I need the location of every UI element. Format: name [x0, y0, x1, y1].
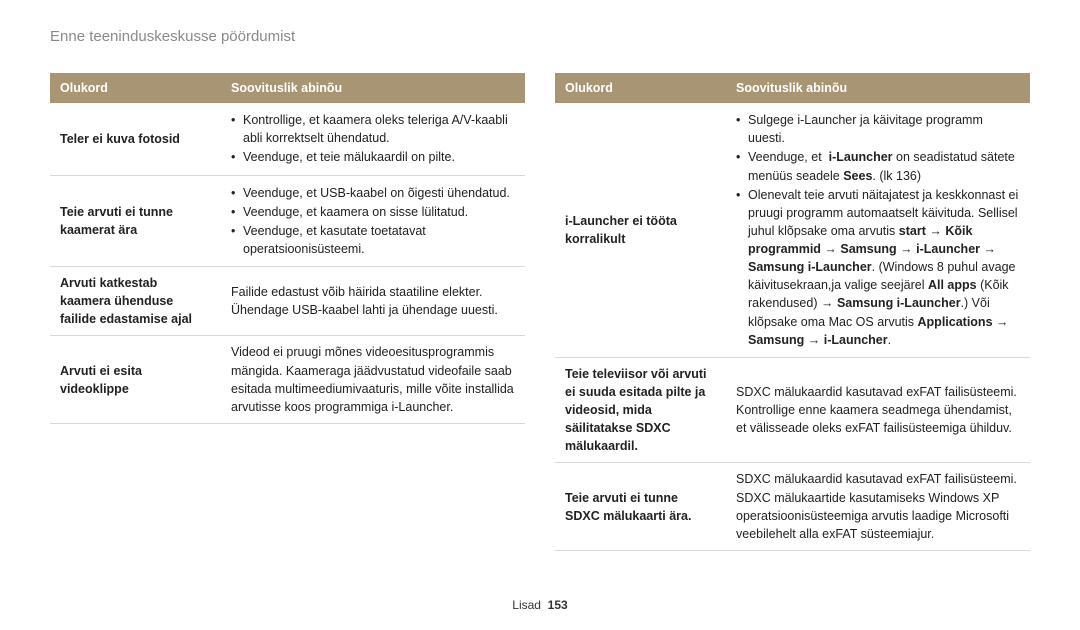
page: Enne teeninduskeskusse pöördumist Olukor… — [0, 0, 1080, 630]
remedy-list: Kontrollige, et kaamera oleks teleriga A… — [231, 111, 515, 166]
table-row: Teie arvuti ei tunne SDXC mälukaarti ära… — [555, 463, 1030, 551]
situation-cell: Arvuti katkestab kaamera ühenduse failid… — [50, 267, 221, 336]
table-header-row: Olukord Soovituslik abinõu — [555, 73, 1030, 103]
header-remedy: Soovituslik abinõu — [726, 73, 1030, 103]
remedy-cell: Videod ei pruugi mõnes videoesitusprogra… — [221, 336, 525, 424]
remedy-item: Kontrollige, et kaamera oleks teleriga A… — [231, 111, 515, 147]
table-header-row: Olukord Soovituslik abinõu — [50, 73, 525, 103]
situation-cell: Teler ei kuva fotosid — [50, 103, 221, 175]
table-row: i-Launcher ei tööta korralikultSulgege i… — [555, 103, 1030, 357]
situation-cell: Arvuti ei esita videoklippe — [50, 336, 221, 424]
header-situation: Olukord — [50, 73, 221, 103]
remedy-cell: Failide edastust võib häirida staatiline… — [221, 267, 525, 336]
table-row: Arvuti ei esita videoklippeVideod ei pru… — [50, 336, 525, 424]
remedy-cell: Kontrollige, et kaamera oleks teleriga A… — [221, 103, 525, 175]
table-row: Teler ei kuva fotosid Kontrollige, et kaa… — [50, 103, 525, 175]
left-column: Olukord Soovituslik abinõu Teler ei kuva… — [50, 73, 525, 551]
situation-cell: i-Launcher ei tööta korralikult — [555, 103, 726, 357]
table-row: Teie televiisor või arvuti ei suuda esit… — [555, 357, 1030, 463]
left-table: Olukord Soovituslik abinõu Teler ei kuva… — [50, 73, 525, 424]
situation-cell: Teie televiisor või arvuti ei suuda esit… — [555, 357, 726, 463]
remedy-cell: Sulgege i-Launcher ja käivitage programm… — [726, 103, 1030, 357]
right-table: Olukord Soovituslik abinõu i-Launcher ei… — [555, 73, 1030, 551]
footer-page-number: 153 — [548, 598, 568, 612]
situation-cell: Teie arvuti ei tunne kaamerat ära — [50, 175, 221, 267]
footer: Lisad 153 — [0, 598, 1080, 612]
situation-cell: Teie arvuti ei tunne SDXC mälukaarti ära… — [555, 463, 726, 551]
right-column: Olukord Soovituslik abinõu i-Launcher ei… — [555, 73, 1030, 551]
remedy-list: Veenduge, et USB-kaabel on õigesti ühend… — [231, 184, 515, 259]
header-remedy: Soovituslik abinõu — [221, 73, 525, 103]
remedy-item: Veenduge, et teie mälukaardil on pilte. — [231, 148, 515, 166]
table-row: Teie arvuti ei tunne kaamerat ära Veendug… — [50, 175, 525, 267]
remedy-cell: SDXC mälukaardid kasutavad exFAT failisü… — [726, 357, 1030, 463]
remedy-cell: Veenduge, et USB-kaabel on õigesti ühend… — [221, 175, 525, 267]
remedy-item: Veenduge, et kasutate toetatavat operats… — [231, 222, 515, 258]
table-row: Arvuti katkestab kaamera ühenduse failid… — [50, 267, 525, 336]
remedy-item: Veenduge, et USB-kaabel on õigesti ühend… — [231, 184, 515, 202]
remedy-cell: SDXC mälukaardid kasutavad exFAT failisü… — [726, 463, 1030, 551]
content-columns: Olukord Soovituslik abinõu Teler ei kuva… — [50, 73, 1030, 551]
header-situation: Olukord — [555, 73, 726, 103]
remedy-item: Veenduge, et kaamera on sisse lülitatud. — [231, 203, 515, 221]
footer-section: Lisad — [512, 598, 541, 612]
page-title: Enne teeninduskeskusse pöördumist — [50, 28, 1030, 45]
